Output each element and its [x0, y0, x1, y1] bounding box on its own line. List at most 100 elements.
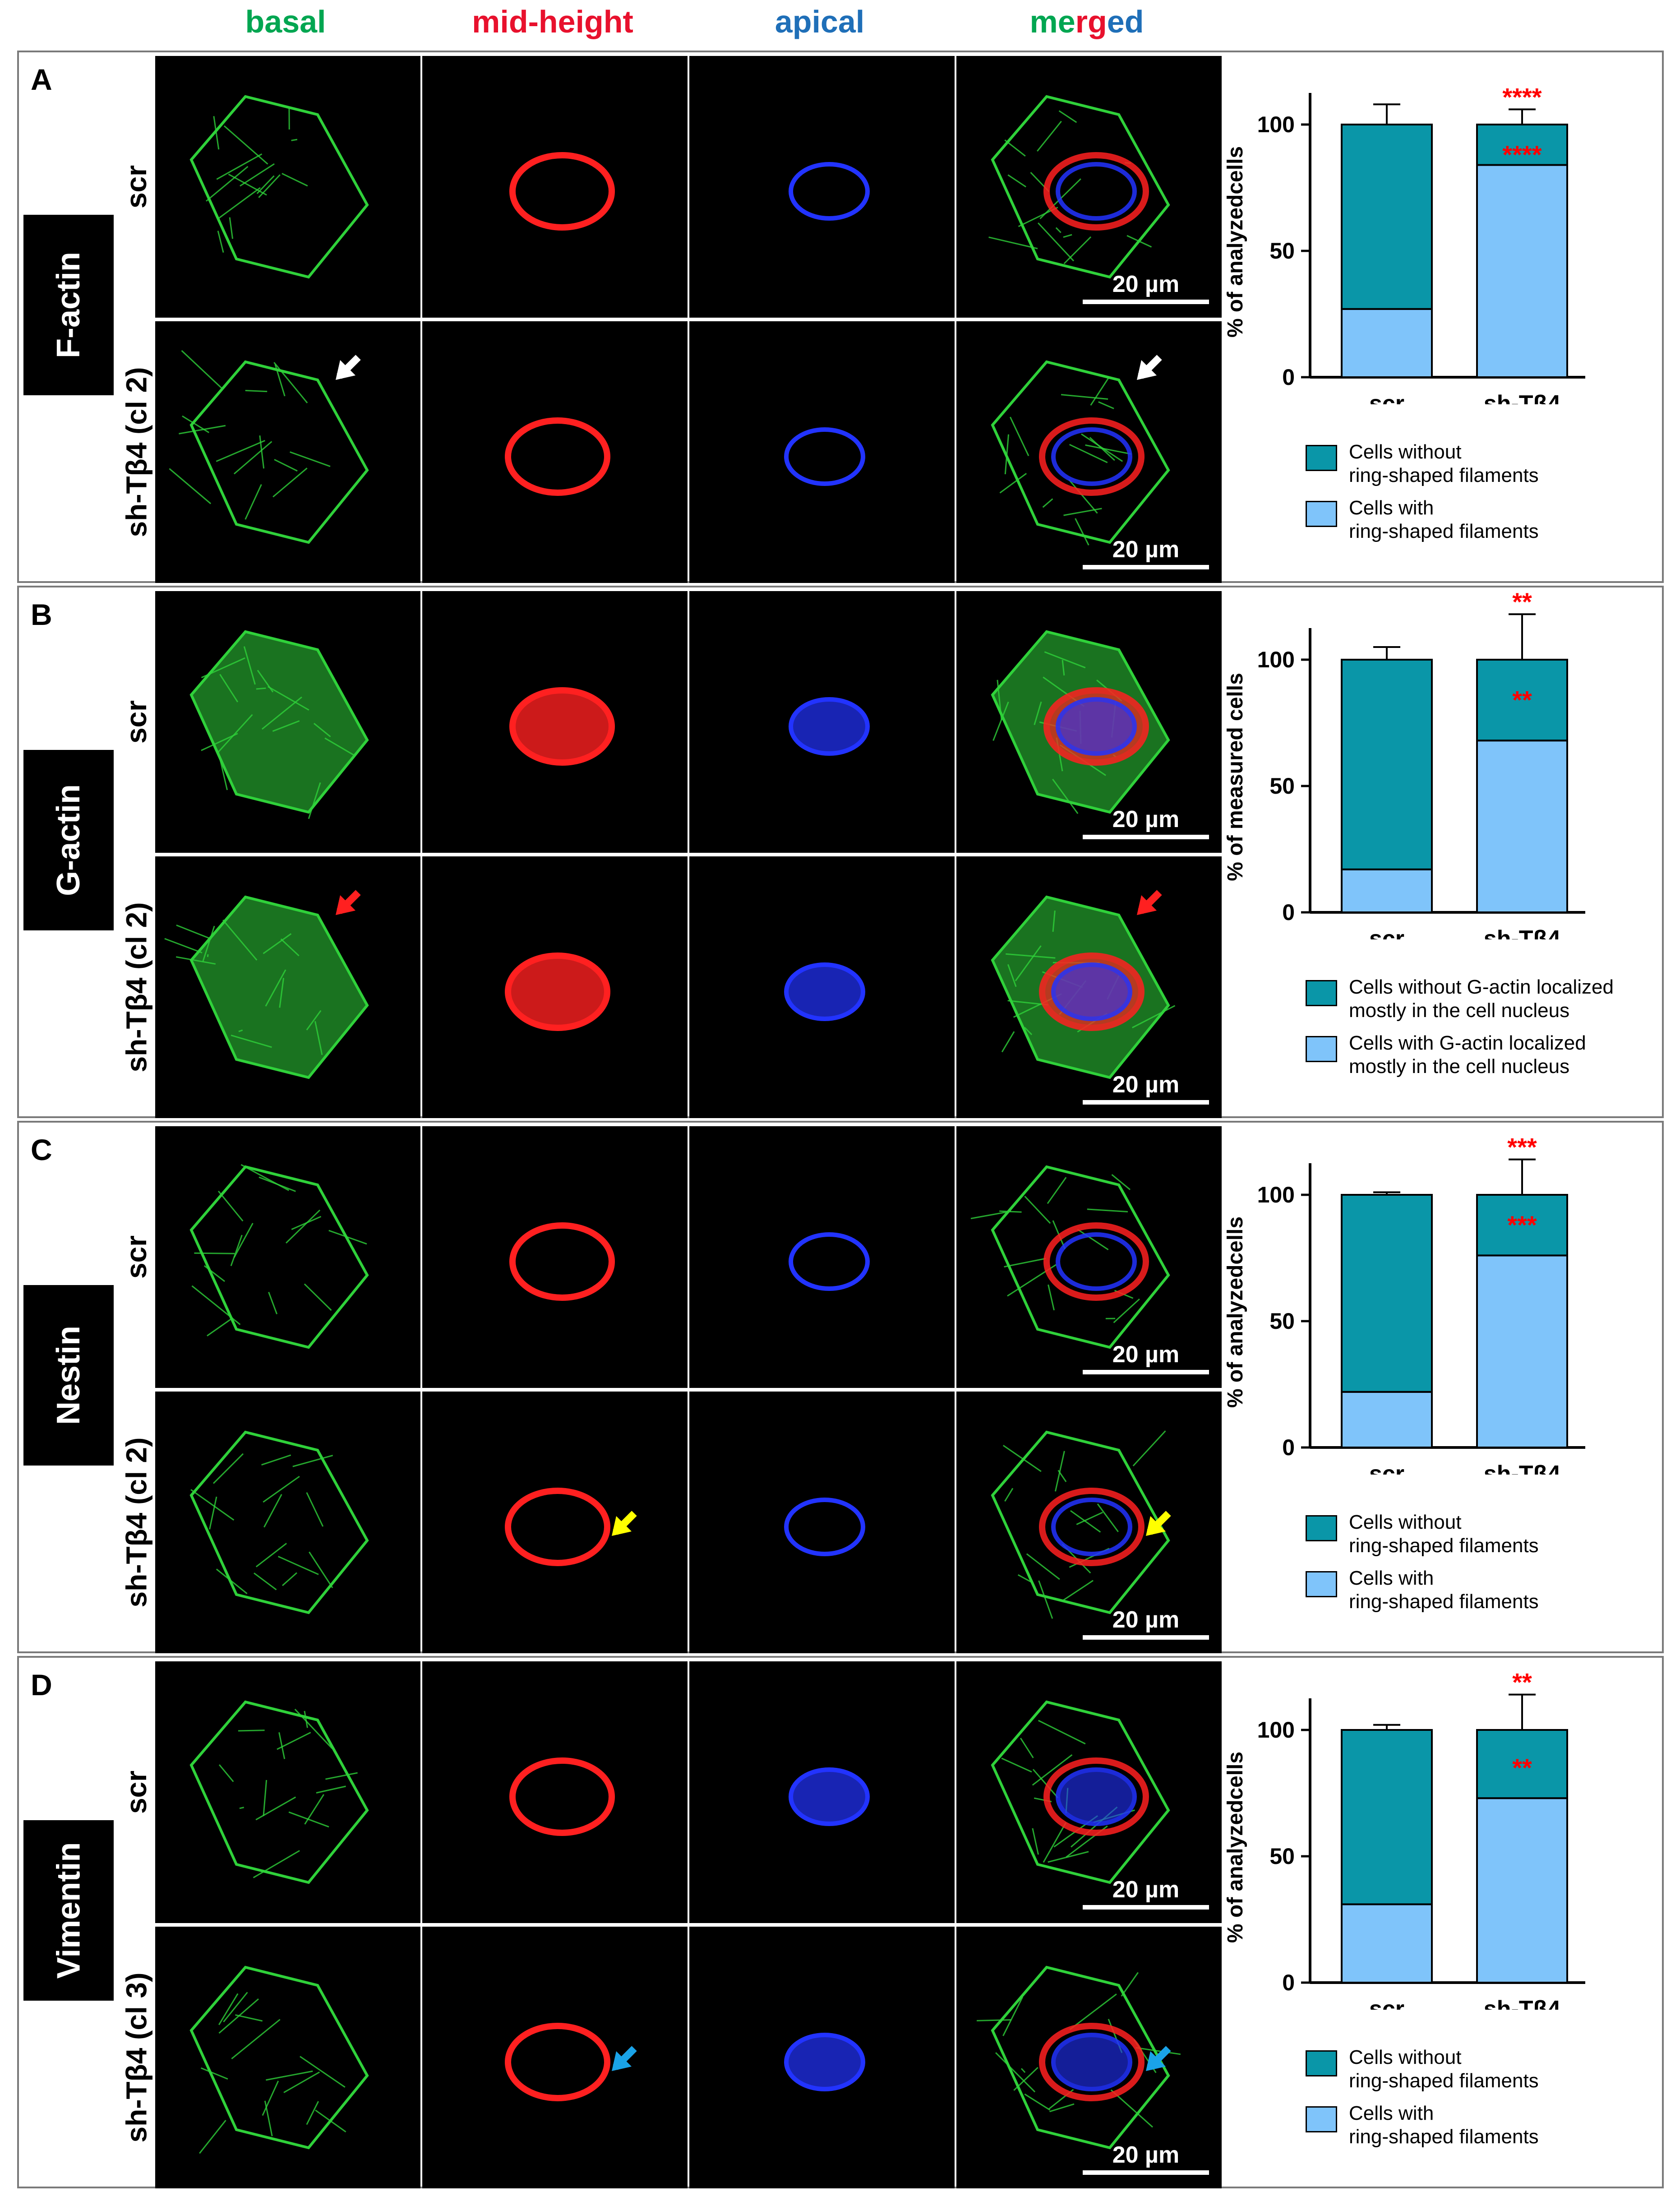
filament — [265, 969, 286, 1007]
basal-image — [155, 1126, 420, 1388]
filament — [1007, 964, 1017, 987]
filament — [291, 1216, 322, 1230]
perinuclear-ring — [1039, 417, 1145, 496]
marker-text: F-actin — [51, 251, 87, 359]
scale-bar-line — [1083, 1905, 1209, 1910]
marker-text: G-actin — [51, 784, 87, 897]
filament — [278, 1556, 319, 1575]
filament — [268, 1292, 278, 1314]
filament — [308, 782, 321, 819]
scale-bar-label: 20 µm — [1112, 271, 1180, 297]
filament — [274, 459, 298, 472]
micrograph — [784, 2033, 865, 2091]
perinuclear-ring — [509, 152, 615, 231]
filament — [1024, 1027, 1033, 1036]
bar-segment — [1341, 1391, 1433, 1448]
scale-bar-line — [1083, 1635, 1209, 1640]
filament — [995, 2052, 1036, 2093]
perinuclear-ring — [1039, 2023, 1145, 2101]
legend-swatch — [1306, 2050, 1337, 2076]
micrograph — [789, 162, 870, 221]
nucleus — [789, 1232, 870, 1291]
filament — [1024, 1196, 1051, 1224]
apical-image — [689, 1392, 955, 1653]
legend-label: Cells without ring-shaped filaments — [1349, 2046, 1539, 2092]
y-tick-label: 50 — [1269, 1844, 1295, 1869]
scale-bar-line — [1083, 835, 1209, 839]
filament — [1058, 110, 1077, 123]
filament — [231, 2019, 281, 2059]
filament — [261, 1454, 291, 1466]
bar-segment — [1341, 124, 1433, 310]
filament — [988, 236, 1038, 250]
nucleus — [784, 2033, 865, 2091]
filament — [263, 1494, 282, 1528]
filament — [1004, 1488, 1014, 1502]
filament — [176, 924, 212, 940]
legend-swatch — [1306, 1515, 1337, 1541]
filament — [258, 1176, 296, 1192]
legend-item: Cells with ring-shaped filaments — [1306, 1567, 1639, 1614]
nucleus — [1051, 1498, 1132, 1556]
figure-panel: C Nestin scr 20 µm sh-Tβ4 (cl 2) 20 µm 0 50 100%… — [17, 1121, 1664, 1653]
filament — [191, 1285, 241, 1325]
filament — [1054, 1451, 1065, 1492]
marker-text: Vimentin — [51, 1842, 87, 1979]
nucleus — [1056, 1767, 1137, 1826]
filament — [1015, 945, 1042, 981]
scale-bar: 20 µm — [1083, 536, 1209, 569]
basal-image — [155, 1661, 420, 1923]
filament — [1037, 120, 1062, 152]
merged-image: 20 µm — [956, 1661, 1222, 1923]
nucleus — [784, 1498, 865, 1556]
merged-image: 20 µm — [956, 1126, 1222, 1388]
figure-panel: B G-actin scr 20 µm sh-Tβ4 (cl 2) 20 µm 0 50 100… — [17, 586, 1664, 1118]
legend-item: Cells without ring-shaped filaments — [1306, 440, 1639, 487]
filament — [266, 2070, 313, 2081]
legend-swatch — [1306, 1036, 1337, 1062]
bar-segment — [1476, 1797, 1568, 1984]
bar-segment — [1476, 1194, 1568, 1257]
filament — [1007, 174, 1026, 188]
significance-mark: ** — [1512, 587, 1532, 616]
cell-outline — [991, 1965, 1170, 2150]
filament — [256, 687, 266, 690]
legend-label: Cells with ring-shaped filaments — [1349, 2102, 1539, 2148]
micrograph — [505, 2023, 637, 2101]
nucleus — [789, 697, 870, 756]
micrograph — [784, 1498, 865, 1556]
filament — [286, 1209, 321, 1244]
filament — [1098, 401, 1114, 409]
filament — [1061, 394, 1108, 400]
significance-mark: **** — [1502, 140, 1542, 169]
perinuclear-ring — [1039, 1488, 1145, 1566]
y-tick-label: 100 — [1257, 112, 1295, 137]
filament — [1070, 1510, 1101, 1533]
filament — [1061, 1580, 1094, 1602]
filament — [255, 1796, 296, 1821]
perinuclear-ring — [505, 1488, 610, 1566]
filament — [218, 187, 261, 219]
merged-letter: r — [1075, 4, 1088, 39]
filament — [175, 956, 216, 965]
cell-outline — [991, 95, 1170, 279]
filament — [1032, 1754, 1073, 1786]
scale-bar-label: 20 µm — [1112, 806, 1180, 832]
significance-mark: ** — [1512, 685, 1532, 714]
filament — [1085, 444, 1132, 455]
perinuclear-ring — [1043, 1222, 1149, 1301]
mid-height-image — [422, 591, 688, 853]
basal-image — [155, 856, 420, 1118]
filament — [212, 1453, 244, 1484]
column-header-apical: apical — [775, 4, 865, 39]
filament — [202, 925, 215, 962]
filament — [1007, 1000, 1048, 1006]
annotation-arrow — [336, 890, 361, 915]
filament — [169, 468, 212, 504]
x-tick-label: scr — [1369, 391, 1404, 404]
filament — [263, 1475, 300, 1503]
x-tick-label: scr — [1369, 1461, 1404, 1475]
chart-svg: 0 50 100 % of analyzedcells scr **** **** sh-Tβ… — [1223, 83, 1585, 404]
filament — [997, 680, 1002, 721]
cell-outline — [189, 360, 369, 544]
